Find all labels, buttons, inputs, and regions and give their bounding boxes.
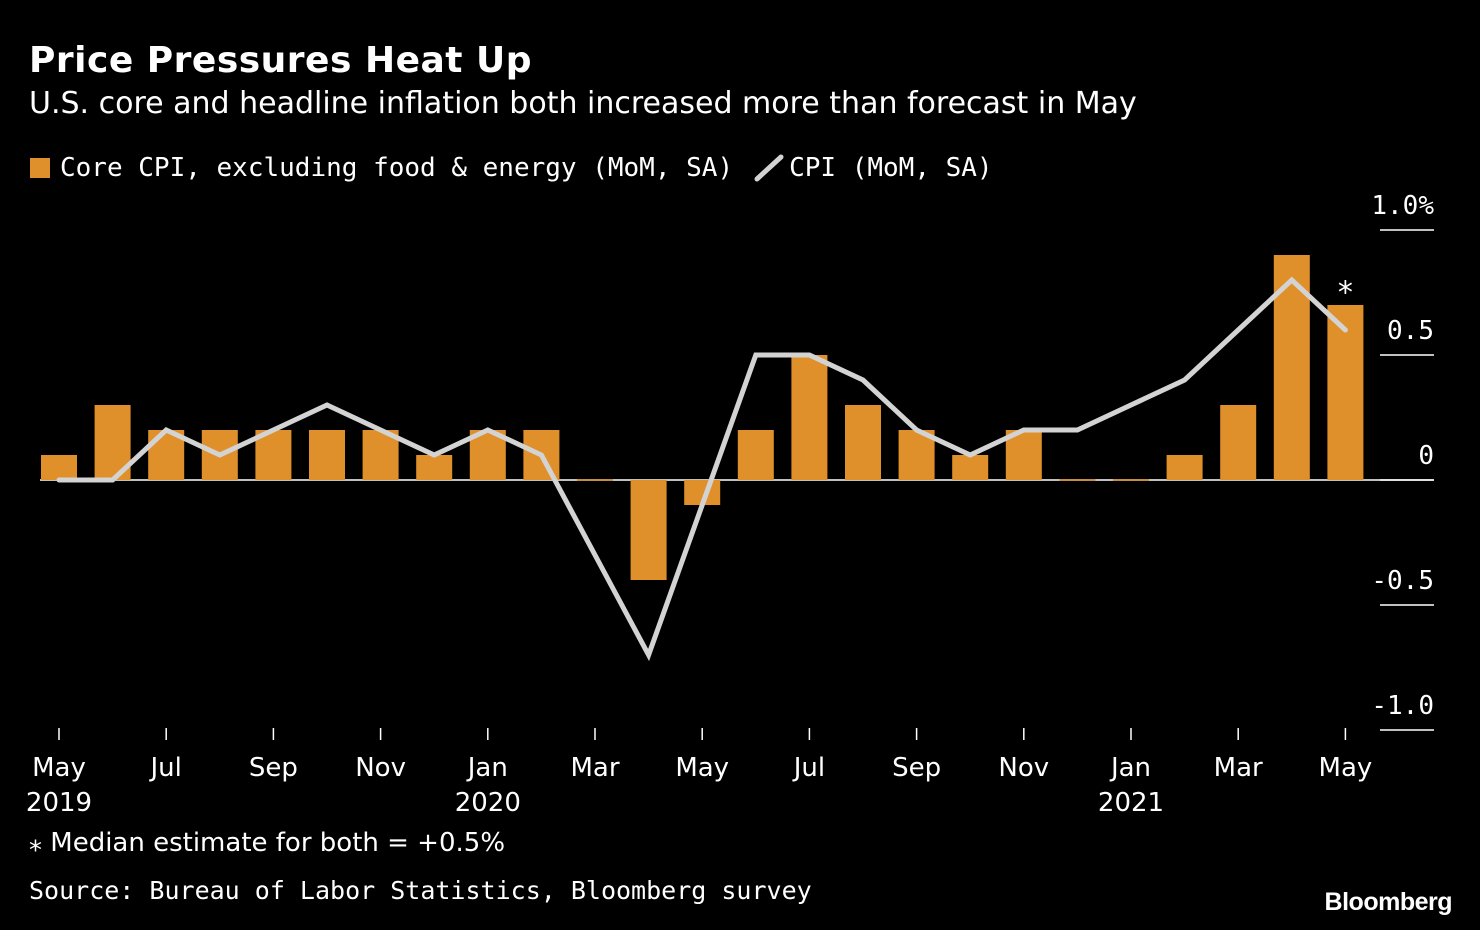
core-cpi-bar-2020-12 bbox=[1059, 479, 1096, 481]
footnote: ⁎ Median estimate for both = +0.5% bbox=[29, 828, 505, 858]
chart-title: Price Pressures Heat Up bbox=[29, 40, 533, 81]
core-cpi-bar-2021-01 bbox=[1113, 479, 1149, 481]
x-tick-label-4: Jan bbox=[466, 753, 508, 783]
cpi-point-2020-11 bbox=[1023, 430, 1024, 431]
legend-core-cpi-swatch bbox=[30, 158, 50, 178]
cpi-line bbox=[56, 276, 1348, 662]
core-cpi-bar-2020-06 bbox=[737, 430, 774, 480]
cpi-point-2021-05 bbox=[1345, 330, 1346, 331]
source-note: Source: Bureau of Labor Statistics, Bloo… bbox=[29, 876, 812, 905]
y-tick-label-1: 0.5 bbox=[1387, 316, 1434, 346]
core-cpi-bar-2020-04 bbox=[630, 480, 667, 580]
cpi-point-2019-10 bbox=[327, 405, 328, 406]
x-tick-label-7: Jul bbox=[792, 753, 825, 783]
core-cpi-bar-2020-08 bbox=[845, 405, 881, 480]
cpi-point-2020-04 bbox=[648, 655, 649, 656]
core-cpi-bar-2021-02 bbox=[1166, 455, 1203, 480]
cpi-point-2020-05 bbox=[702, 505, 703, 506]
core-cpi-bar-2019-12 bbox=[416, 455, 453, 480]
cpi-point-2020-09 bbox=[916, 430, 917, 431]
x-tick-label-0: May bbox=[32, 753, 86, 783]
cpi-point-2020-01 bbox=[487, 430, 488, 431]
cpi-point-2020-12 bbox=[1077, 430, 1078, 431]
x-year-label-2021: 2021 bbox=[1098, 788, 1164, 818]
cpi-point-2020-07 bbox=[809, 355, 810, 356]
cpi-point-2019-09 bbox=[273, 430, 274, 431]
cpi-point-2020-06 bbox=[755, 355, 756, 356]
x-year-label-2019: 2019 bbox=[26, 788, 92, 818]
cpi-point-2019-06 bbox=[112, 480, 113, 481]
cpi-point-2019-08 bbox=[219, 455, 220, 456]
x-tick-label-2: Sep bbox=[249, 753, 298, 783]
cpi-point-2021-04 bbox=[1291, 280, 1292, 281]
core-cpi-bar-2021-03 bbox=[1220, 405, 1257, 480]
x-year-label-2020: 2020 bbox=[455, 788, 521, 818]
x-tick-label-8: Sep bbox=[892, 753, 941, 783]
cpi-point-2019-11 bbox=[380, 430, 381, 431]
cpi-point-2020-10 bbox=[970, 455, 971, 456]
footnote-text: Median estimate for both = +0.5% bbox=[50, 828, 506, 858]
y-tick-label-3: -0.5 bbox=[1371, 566, 1434, 596]
bloomberg-logo: Bloomberg bbox=[1324, 888, 1453, 916]
cpi-point-2021-01 bbox=[1131, 405, 1132, 406]
x-tick-label-3: Nov bbox=[355, 753, 406, 783]
cpi-point-2020-02 bbox=[541, 455, 542, 456]
legend: Core CPI, excluding food & energy (MoM, … bbox=[30, 150, 993, 186]
legend-cpi-line-icon bbox=[754, 154, 784, 182]
cpi-point-2021-02 bbox=[1184, 380, 1185, 381]
cpi-point-2019-12 bbox=[434, 455, 435, 456]
x-tick-label-6: May bbox=[675, 753, 729, 783]
footnote-asterisk-icon: ⁎ bbox=[29, 828, 42, 858]
core-cpi-bar-2019-05 bbox=[41, 455, 77, 480]
chart-subtitle: U.S. core and headline inflation both in… bbox=[29, 86, 1137, 121]
x-tick-label-5: Mar bbox=[570, 753, 619, 783]
y-tick-label-2: 0 bbox=[1418, 441, 1434, 471]
x-tick-label-11: Mar bbox=[1214, 753, 1263, 783]
core-cpi-bar-2020-07 bbox=[791, 355, 828, 480]
cpi-point-2021-03 bbox=[1238, 330, 1239, 331]
y-tick-label-4: -1.0 bbox=[1371, 691, 1434, 721]
cpi-point-2019-05 bbox=[59, 480, 60, 481]
y-tick-label-0: 1.0% bbox=[1371, 191, 1434, 221]
x-tick-label-9: Nov bbox=[998, 753, 1049, 783]
x-tick-label-12: May bbox=[1319, 753, 1373, 783]
cpi-point-2020-03 bbox=[595, 555, 596, 556]
legend-cpi-label: CPI (MoM, SA) bbox=[789, 153, 993, 183]
median-estimate-annotation: ⁎ bbox=[1338, 266, 1353, 301]
legend-core-cpi-label: Core CPI, excluding food & energy (MoM, … bbox=[60, 153, 734, 183]
core-cpi-bar-2021-05 bbox=[1327, 305, 1364, 480]
cpi-point-2020-08 bbox=[863, 380, 864, 381]
cpi-point-2019-07 bbox=[166, 430, 167, 431]
core-cpi-bar-2020-10 bbox=[952, 455, 989, 480]
x-tick-label-1: Jul bbox=[149, 753, 182, 783]
core-cpi-bar-2019-10 bbox=[309, 430, 345, 480]
core-cpi-bar-2020-03 bbox=[577, 479, 613, 481]
x-tick-label-10: Jan bbox=[1109, 753, 1151, 783]
